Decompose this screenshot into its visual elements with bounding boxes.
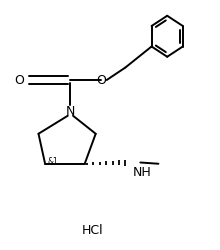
Text: &1: &1 xyxy=(48,157,58,166)
Text: NH: NH xyxy=(133,166,152,179)
Text: O: O xyxy=(14,74,24,86)
Text: N: N xyxy=(66,105,75,118)
Text: O: O xyxy=(96,74,106,86)
Text: HCl: HCl xyxy=(82,224,103,236)
